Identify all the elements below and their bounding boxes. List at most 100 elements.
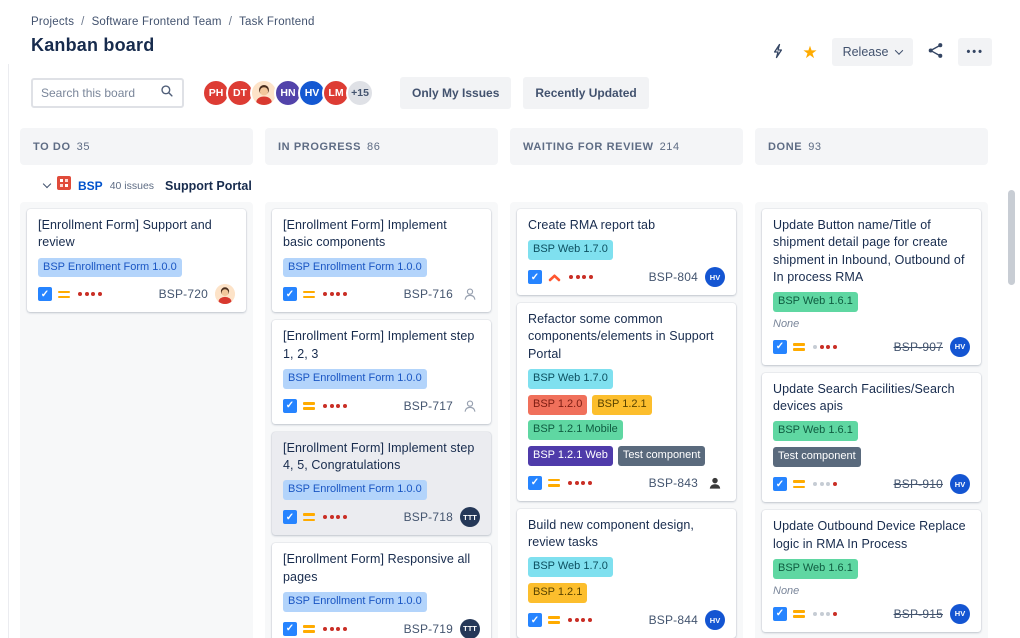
status-dot bbox=[97, 292, 102, 297]
column-count: 214 bbox=[659, 140, 680, 153]
label-row: BSP Enrollment Form 1.0.0 bbox=[283, 257, 480, 278]
status-dots bbox=[568, 480, 592, 485]
label-pill: BSP Web 1.7.0 bbox=[528, 240, 613, 261]
quick-filter-button[interactable]: Only My Issues bbox=[400, 77, 512, 109]
favorite-button[interactable]: ★ bbox=[800, 42, 819, 63]
board-actions: ★ Release ••• bbox=[768, 38, 992, 66]
status-dot bbox=[78, 292, 82, 297]
task-type-icon: ✓ bbox=[773, 606, 787, 621]
column-name: WAITING FOR REVIEW bbox=[523, 140, 654, 153]
vertical-scrollbar[interactable] bbox=[1008, 190, 1015, 285]
issue-card[interactable]: [Enrollment Form] Implement step 4, 5, C… bbox=[272, 431, 491, 536]
sidebar-divider bbox=[8, 64, 9, 638]
status-dot bbox=[323, 292, 327, 297]
status-dots bbox=[569, 275, 593, 280]
status-dot bbox=[574, 618, 579, 623]
task-type-icon: ✓ bbox=[283, 510, 297, 525]
label-pill: BSP Enrollment Form 1.0.0 bbox=[283, 257, 427, 278]
label-pill: BSP 1.2.1 Web bbox=[528, 445, 613, 466]
issue-key: BSP-719 bbox=[403, 621, 453, 636]
user-avatar[interactable]: HN bbox=[274, 79, 302, 107]
status-dot bbox=[329, 292, 334, 297]
status-dot bbox=[588, 275, 593, 280]
swimlane-project-link[interactable]: BSP bbox=[78, 178, 103, 193]
user-photo-avatar[interactable] bbox=[250, 79, 278, 107]
status-dot bbox=[91, 292, 95, 297]
assignee-avatar: HV bbox=[705, 267, 725, 288]
label-row: BSP Enrollment Form 1.0.0 bbox=[283, 591, 480, 612]
board-lanes: [Enrollment Form] Support and review BSP … bbox=[20, 202, 1000, 638]
issue-card[interactable]: Refactor some common components/elements… bbox=[517, 303, 736, 501]
issue-title: [Enrollment Form] Support and review bbox=[38, 218, 212, 250]
share-button[interactable] bbox=[925, 40, 946, 64]
priority-medium-icon bbox=[793, 480, 805, 489]
field-value-none: None bbox=[773, 584, 800, 597]
label-row: BSP Web 1.7.0 bbox=[528, 557, 725, 578]
task-type-icon: ✓ bbox=[773, 477, 787, 492]
assignee-avatar bbox=[460, 396, 480, 416]
label-row: BSP Web 1.6.1 bbox=[773, 558, 970, 579]
status-dots bbox=[323, 403, 347, 408]
status-dot bbox=[329, 626, 334, 631]
issue-card[interactable]: Update Search Facilities/Search devices … bbox=[762, 372, 981, 503]
quick-filter-button[interactable]: Recently Updated bbox=[523, 77, 649, 109]
task-type-icon: ✓ bbox=[283, 398, 297, 413]
chevron-down-icon[interactable] bbox=[42, 179, 52, 189]
search-input[interactable] bbox=[41, 86, 160, 100]
label-pill: BSP Web 1.6.1 bbox=[773, 558, 858, 579]
issue-card[interactable]: Update Button name/Title of shipment det… bbox=[762, 209, 981, 365]
release-button[interactable]: Release bbox=[831, 38, 914, 66]
user-avatar[interactable]: PH bbox=[202, 79, 230, 107]
label-pill: BSP 1.2.1 bbox=[592, 394, 652, 415]
card-footer: ✓ BSP-843 bbox=[528, 473, 725, 493]
issue-card[interactable]: [Enrollment Form] Support and review BSP … bbox=[27, 209, 246, 313]
issue-card[interactable]: [Enrollment Form] Implement step 1, 2, 3… bbox=[272, 320, 491, 424]
status-dot bbox=[574, 480, 579, 485]
user-avatar[interactable]: HV bbox=[298, 79, 326, 107]
issue-card[interactable]: Update Outbound Device Replace logic in … bbox=[762, 510, 981, 632]
label-pill: Test component bbox=[617, 445, 706, 466]
label-row: BSP Enrollment Form 1.0.0 bbox=[283, 368, 480, 389]
task-type-icon: ✓ bbox=[283, 287, 297, 302]
task-type-icon: ✓ bbox=[528, 613, 542, 628]
issue-card[interactable]: [Enrollment Form] Implement basic compon… bbox=[272, 209, 491, 313]
issue-title: Refactor some common components/elements… bbox=[528, 312, 714, 361]
page-title: Kanban board bbox=[31, 35, 155, 55]
issue-title: Build new component design, review tasks bbox=[528, 517, 694, 549]
lightning-icon bbox=[770, 43, 786, 62]
user-avatar[interactable]: +15 bbox=[346, 79, 374, 107]
issue-card[interactable]: [Enrollment Form] Responsive all pages BS… bbox=[272, 543, 491, 638]
card-footer: ✓ BSP-915 HV bbox=[773, 603, 970, 624]
issue-card[interactable]: Build new component design, review tasks… bbox=[517, 508, 736, 638]
column-count: 93 bbox=[808, 140, 822, 153]
label-pill: BSP Web 1.7.0 bbox=[528, 368, 613, 389]
field-value-none: None bbox=[773, 317, 800, 330]
assignee-avatar bbox=[215, 284, 235, 305]
breadcrumb-separator: / bbox=[81, 16, 85, 28]
label-row: BSP 1.2.1 bbox=[528, 583, 725, 604]
issue-card[interactable]: Create RMA report tab BSP Web 1.7.0 ✓ BSP-8… bbox=[517, 209, 736, 296]
breadcrumb-link[interactable]: Task Frontend bbox=[239, 16, 315, 28]
issue-key: BSP-804 bbox=[648, 270, 698, 285]
status-dots bbox=[813, 611, 837, 616]
breadcrumb-link[interactable]: Software Frontend Team bbox=[91, 16, 222, 28]
status-dots bbox=[323, 515, 347, 520]
task-type-icon: ✓ bbox=[528, 270, 542, 285]
search-icon bbox=[160, 84, 174, 103]
status-dots bbox=[323, 626, 347, 631]
lightning-button[interactable] bbox=[768, 41, 788, 64]
priority-high-icon bbox=[548, 273, 561, 282]
status-dot bbox=[587, 480, 592, 485]
status-dot bbox=[819, 482, 824, 487]
column-count: 35 bbox=[76, 140, 91, 153]
assignee-avatar: TTT bbox=[460, 507, 480, 528]
status-dot bbox=[826, 344, 830, 349]
status-dot bbox=[329, 403, 334, 408]
assignee-avatar bbox=[460, 284, 480, 304]
status-dot bbox=[813, 611, 817, 616]
status-dots bbox=[813, 344, 837, 349]
more-button[interactable]: ••• bbox=[958, 38, 992, 66]
card-footer: ✓ BSP-844 HV bbox=[528, 610, 725, 631]
column-header: IN PROGRESS 86 bbox=[265, 128, 498, 165]
breadcrumb-link[interactable]: Projects bbox=[31, 16, 75, 28]
